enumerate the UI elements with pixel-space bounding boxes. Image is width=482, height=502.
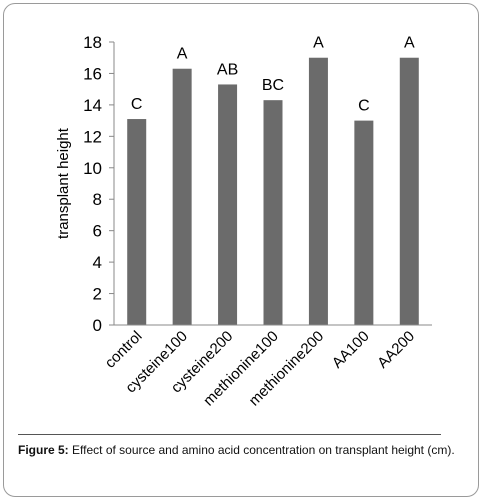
y-tick-label: 8: [93, 190, 102, 209]
caption-text: Effect of source and amino acid concentr…: [72, 443, 455, 457]
bar-AA100: [354, 120, 374, 325]
bar-annotation: AB: [217, 61, 238, 78]
caption-rule: [18, 434, 441, 435]
bar-control: [127, 119, 147, 326]
bar-chart: 0 2 4 6 8 10 12 14 16 18 C A AB BC A C A controlcystein…: [55, 33, 432, 410]
y-tick-label: 12: [83, 127, 102, 146]
bar-annotation: C: [131, 96, 143, 113]
y-tick-label: 0: [93, 316, 102, 335]
y-tick-label: 4: [93, 253, 102, 272]
bar-cysteine200: [218, 84, 238, 325]
bar-annotation: BC: [262, 77, 284, 94]
y-tick-label: 14: [83, 96, 102, 115]
figure-caption: Figure 5: Effect of source and amino aci…: [18, 443, 458, 458]
bar-annotation: A: [404, 35, 415, 52]
figure-frame: [3, 3, 479, 497]
y-tick-label: 2: [93, 285, 102, 304]
x-tick-label: control: [102, 328, 146, 372]
x-tick-label: AA100: [329, 328, 373, 372]
y-axis-label: transplant height: [55, 127, 72, 239]
bar-annotation: A: [177, 46, 188, 63]
y-tick-label: 10: [83, 159, 102, 178]
y-tick-label: 6: [93, 222, 102, 241]
y-tick-label: 16: [83, 64, 102, 83]
caption-label: Figure 5:: [18, 443, 69, 457]
y-tick-label: 18: [83, 33, 102, 52]
bar-annotation: A: [313, 35, 324, 52]
bars: [127, 57, 419, 326]
bar-annotation: C: [358, 98, 370, 115]
x-tick-label: AA200: [374, 328, 418, 372]
bar-methionine200: [308, 57, 328, 325]
bar-annotations: C A AB BC A C A: [131, 35, 415, 115]
x-axis-ticks: controlcysteine100cysteine200methionine1…: [102, 328, 418, 410]
y-axis-ticks: 0 2 4 6 8 10 12 14 16 18: [83, 33, 114, 335]
bar-cysteine100: [172, 68, 192, 325]
bar-methionine100: [263, 100, 283, 325]
bar-AA200: [399, 57, 419, 325]
